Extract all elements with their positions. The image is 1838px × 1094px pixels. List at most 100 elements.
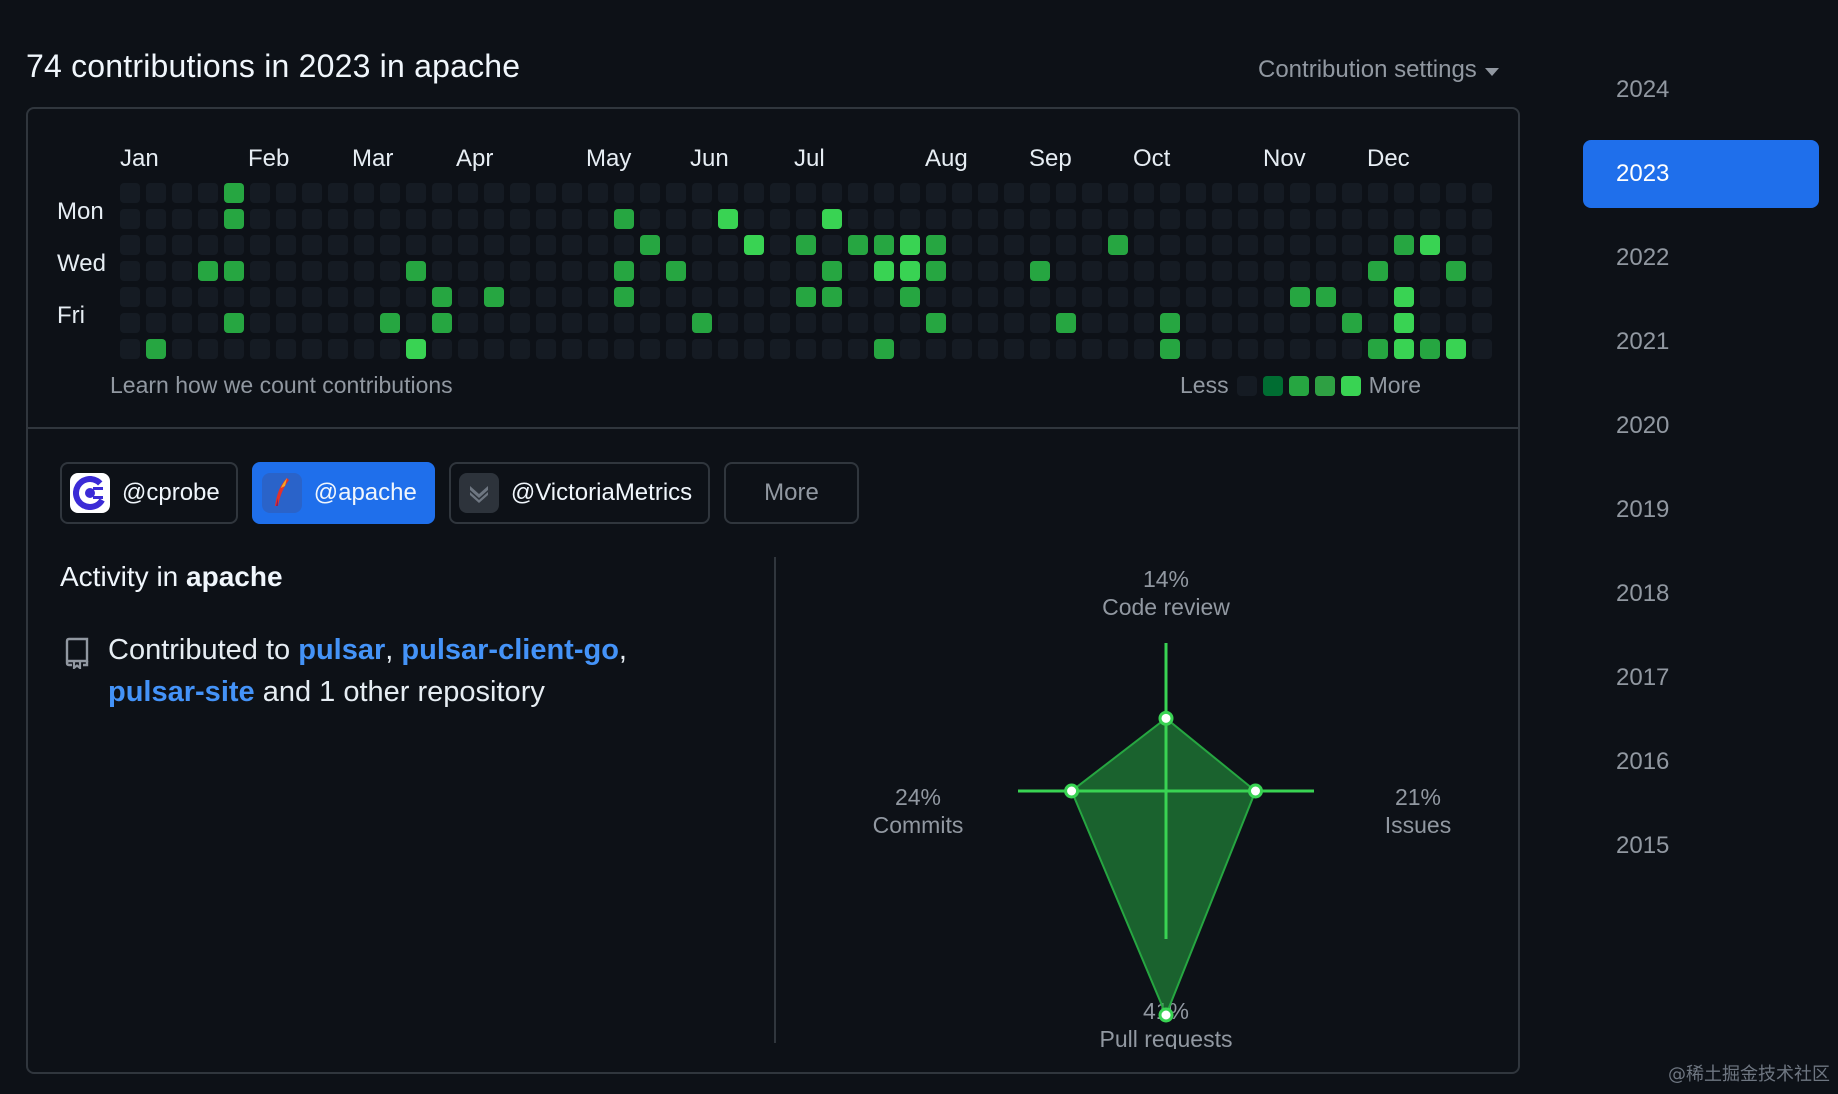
contribution-day-cell[interactable] [198, 235, 218, 255]
contribution-day-cell[interactable] [1368, 235, 1388, 255]
contribution-day-cell[interactable] [1342, 235, 1362, 255]
contribution-day-cell[interactable] [1160, 287, 1180, 307]
contribution-day-cell[interactable] [744, 313, 764, 333]
contribution-day-cell[interactable] [146, 235, 166, 255]
contribution-day-cell[interactable] [1420, 209, 1440, 229]
contribution-day-cell[interactable] [1316, 183, 1336, 203]
contribution-day-cell[interactable] [900, 235, 920, 255]
contribution-day-cell[interactable] [354, 287, 374, 307]
contribution-day-cell[interactable] [614, 339, 634, 359]
contribution-day-cell[interactable] [874, 209, 894, 229]
contribution-day-cell[interactable] [250, 287, 270, 307]
contribution-day-cell[interactable] [1108, 313, 1128, 333]
contribution-day-cell[interactable] [562, 313, 582, 333]
contribution-day-cell[interactable] [692, 313, 712, 333]
contribution-day-cell[interactable] [640, 287, 660, 307]
contribution-day-cell[interactable] [900, 183, 920, 203]
contribution-day-cell[interactable] [458, 209, 478, 229]
contribution-day-cell[interactable] [172, 183, 192, 203]
contribution-day-cell[interactable] [1134, 235, 1154, 255]
contribution-day-cell[interactable] [692, 339, 712, 359]
contribution-day-cell[interactable] [146, 183, 166, 203]
contribution-day-cell[interactable] [796, 339, 816, 359]
contribution-day-cell[interactable] [1186, 183, 1206, 203]
contribution-day-cell[interactable] [510, 287, 530, 307]
contribution-day-cell[interactable] [640, 235, 660, 255]
contribution-day-cell[interactable] [380, 183, 400, 203]
contribution-day-cell[interactable] [770, 339, 790, 359]
contribution-day-cell[interactable] [952, 183, 972, 203]
contribution-day-cell[interactable] [146, 261, 166, 281]
contribution-day-cell[interactable] [1160, 261, 1180, 281]
contribution-day-cell[interactable] [718, 339, 738, 359]
contribution-day-cell[interactable] [1368, 209, 1388, 229]
contribution-day-cell[interactable] [1238, 235, 1258, 255]
contribution-day-cell[interactable] [796, 261, 816, 281]
contribution-day-cell[interactable] [458, 235, 478, 255]
contribution-day-cell[interactable] [1394, 339, 1414, 359]
contribution-day-cell[interactable] [510, 261, 530, 281]
contribution-day-cell[interactable] [926, 209, 946, 229]
contribution-day-cell[interactable] [198, 313, 218, 333]
contribution-day-cell[interactable] [484, 235, 504, 255]
contribution-day-cell[interactable] [1316, 235, 1336, 255]
contribution-day-cell[interactable] [1420, 261, 1440, 281]
contribution-day-cell[interactable] [1342, 209, 1362, 229]
contribution-day-cell[interactable] [406, 183, 426, 203]
contribution-day-cell[interactable] [900, 261, 920, 281]
contribution-day-cell[interactable] [250, 183, 270, 203]
contribution-day-cell[interactable] [562, 261, 582, 281]
contribution-day-cell[interactable] [614, 209, 634, 229]
contribution-day-cell[interactable] [692, 209, 712, 229]
contribution-day-cell[interactable] [432, 183, 452, 203]
year-2015[interactable]: 2015 [1616, 832, 1670, 859]
contribution-day-cell[interactable] [796, 235, 816, 255]
contribution-day-cell[interactable] [718, 183, 738, 203]
contribution-day-cell[interactable] [1290, 287, 1310, 307]
contribution-day-cell[interactable] [1394, 287, 1414, 307]
contribution-day-cell[interactable] [1290, 183, 1310, 203]
contribution-day-cell[interactable] [1342, 339, 1362, 359]
contribution-day-cell[interactable] [1186, 313, 1206, 333]
contribution-day-cell[interactable] [874, 339, 894, 359]
contribution-day-cell[interactable] [276, 339, 296, 359]
contribution-day-cell[interactable] [120, 235, 140, 255]
contribution-day-cell[interactable] [1056, 209, 1076, 229]
contribution-day-cell[interactable] [250, 261, 270, 281]
contribution-day-cell[interactable] [276, 313, 296, 333]
contribution-day-cell[interactable] [926, 339, 946, 359]
contribution-day-cell[interactable] [588, 261, 608, 281]
contribution-day-cell[interactable] [718, 261, 738, 281]
contribution-day-cell[interactable] [354, 261, 374, 281]
contribution-day-cell[interactable] [1290, 209, 1310, 229]
contribution-day-cell[interactable] [692, 235, 712, 255]
contribution-day-cell[interactable] [1030, 313, 1050, 333]
contribution-day-cell[interactable] [1264, 261, 1284, 281]
contribution-day-cell[interactable] [120, 287, 140, 307]
contribution-day-cell[interactable] [1134, 313, 1154, 333]
contribution-day-cell[interactable] [1368, 313, 1388, 333]
contribution-day-cell[interactable] [1368, 183, 1388, 203]
org-button-victoriametrics[interactable]: @VictoriaMetrics [448, 462, 711, 524]
contribution-day-cell[interactable] [1420, 235, 1440, 255]
contribution-day-cell[interactable] [1238, 287, 1258, 307]
contribution-day-cell[interactable] [1472, 339, 1492, 359]
contribution-day-cell[interactable] [198, 261, 218, 281]
contribution-day-cell[interactable] [224, 183, 244, 203]
contribution-day-cell[interactable] [354, 339, 374, 359]
contribution-day-cell[interactable] [1212, 235, 1232, 255]
contribution-day-cell[interactable] [1082, 339, 1102, 359]
contribution-day-cell[interactable] [1004, 287, 1024, 307]
contribution-day-cell[interactable] [770, 209, 790, 229]
contribution-day-cell[interactable] [640, 261, 660, 281]
contribution-day-cell[interactable] [640, 209, 660, 229]
contribution-day-cell[interactable] [484, 313, 504, 333]
contribution-day-cell[interactable] [588, 209, 608, 229]
contribution-day-cell[interactable] [250, 339, 270, 359]
contribution-day-cell[interactable] [406, 261, 426, 281]
contribution-day-cell[interactable] [978, 183, 998, 203]
contribution-day-cell[interactable] [432, 287, 452, 307]
contribution-day-cell[interactable] [380, 235, 400, 255]
contribution-day-cell[interactable] [458, 183, 478, 203]
learn-contributions-link[interactable]: Learn how we count contributions [110, 372, 453, 398]
